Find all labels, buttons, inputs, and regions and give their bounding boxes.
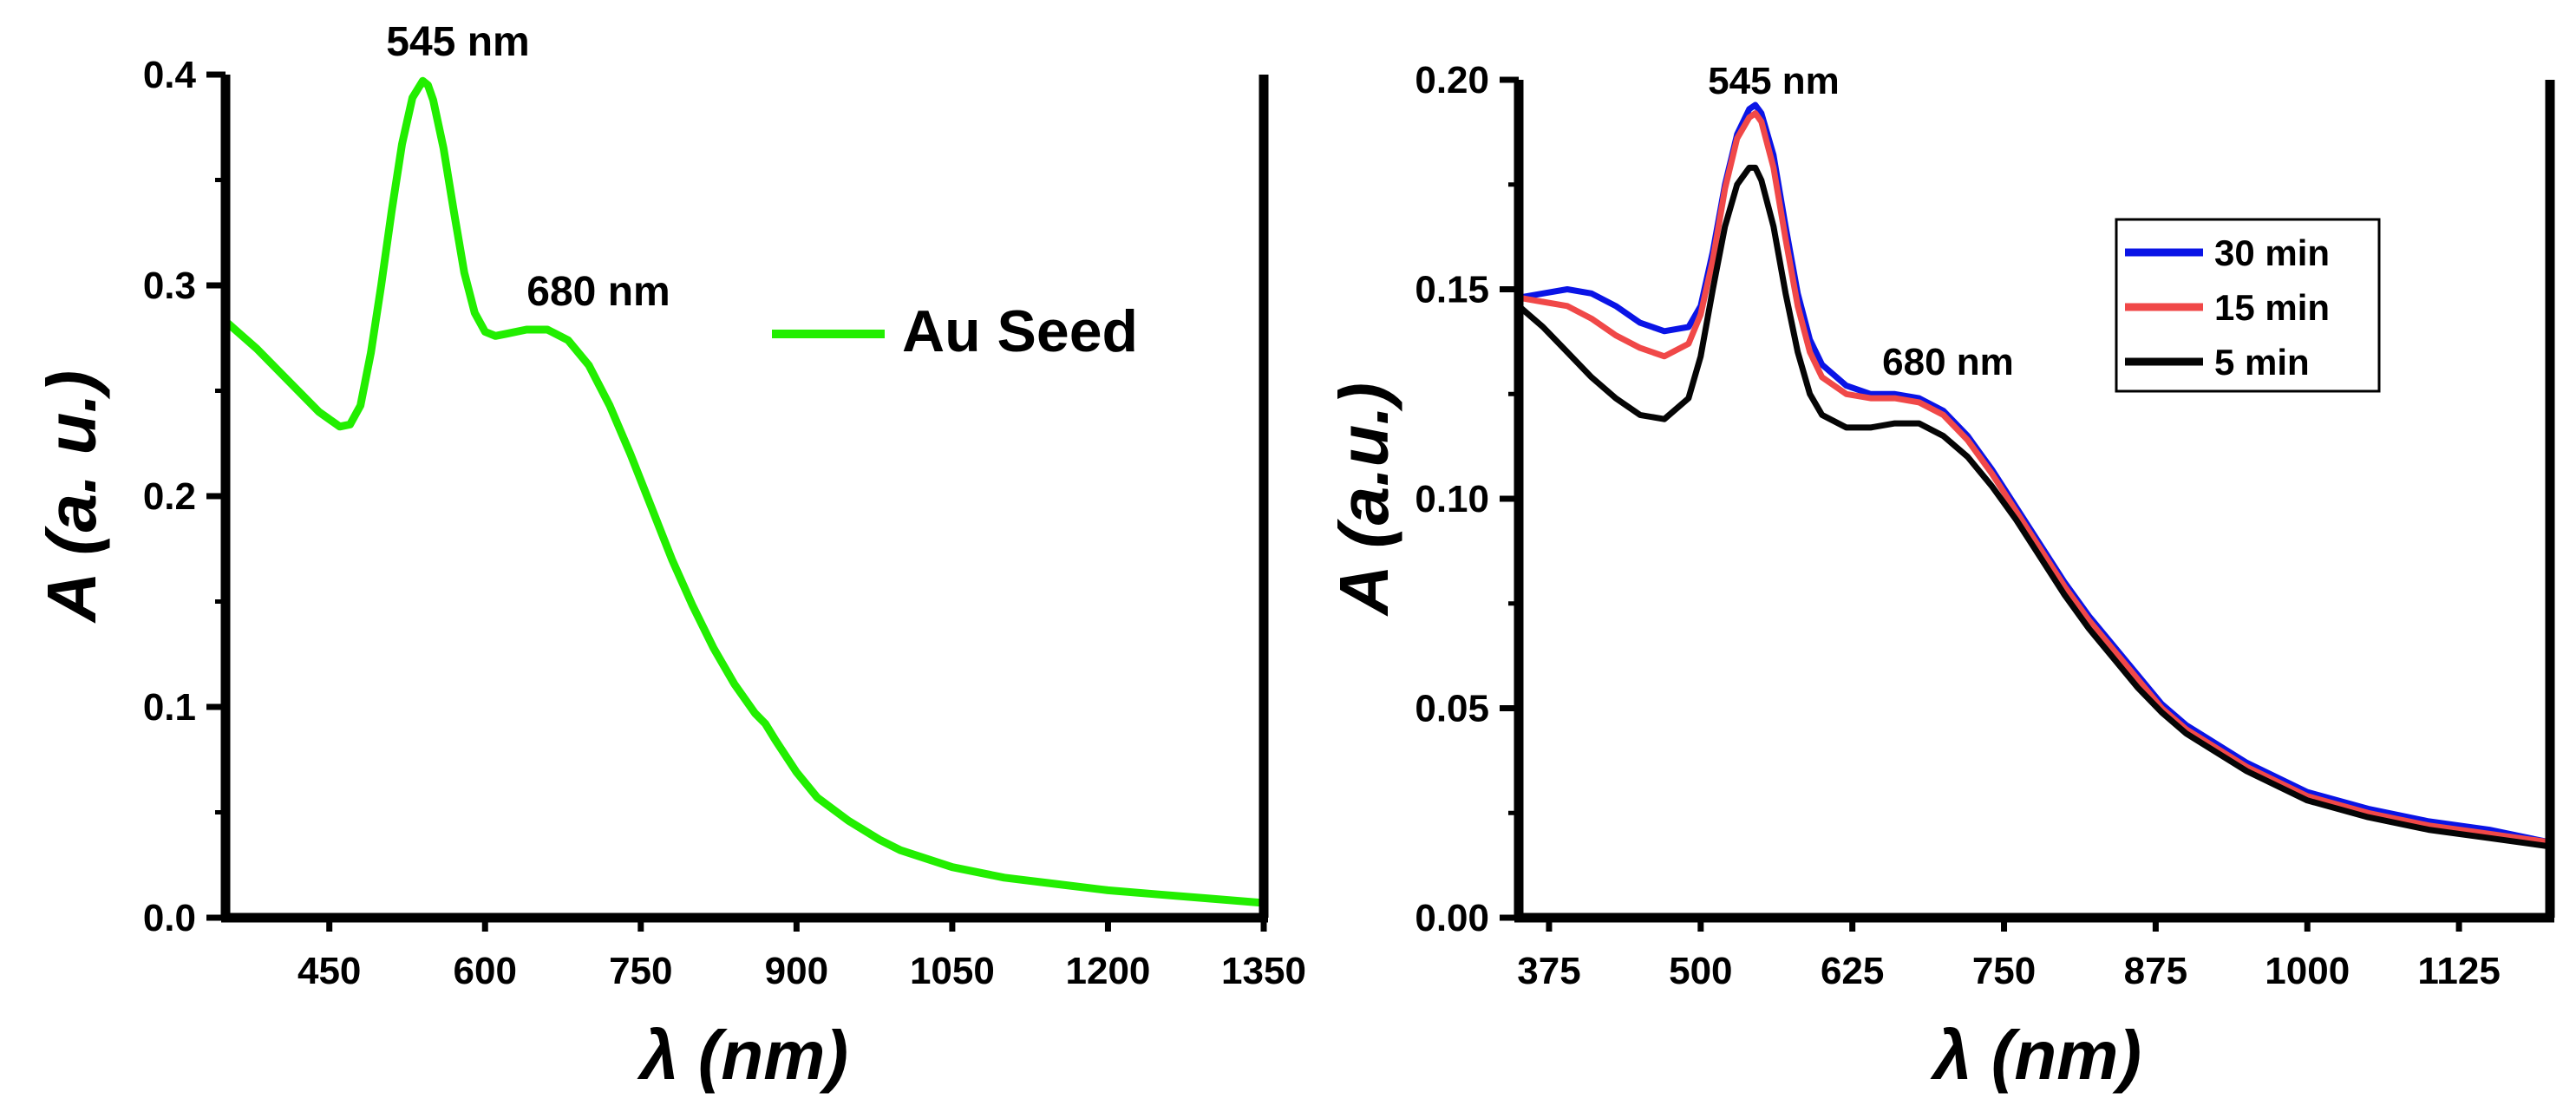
right-legend-label-15-min: 15 min: [2214, 287, 2330, 328]
right-y-axis-title: A (a.u.): [1325, 383, 1402, 617]
chart-time-series: 375 500 625 750 875 1000 1125 0.00 0.05 0.10 0.15 0…: [1325, 59, 2555, 1094]
left-y-tick-label: 0.3: [143, 265, 196, 307]
right-annotation-peak-680: 680 nm: [1882, 341, 2014, 383]
left-y-axis-title: A (a. u.): [33, 370, 110, 624]
left-series-line-au-seed: [221, 76, 1268, 907]
left-x-tick-label: 600: [454, 950, 517, 992]
right-series-line-30-min: [1515, 101, 2553, 846]
left-x-tick-label: 1350: [1221, 950, 1306, 992]
right-x-tick-label: 875: [2124, 950, 2187, 992]
chart-au-seed: 450 600 750 900 1050 1200 13500.00.10.20.30.4 …: [33, 19, 1306, 1094]
left-legend-label-au-seed: Au Seed: [902, 298, 1138, 364]
right-x-tick-label: 500: [1669, 950, 1732, 992]
left-x-axis-title: λ (nm): [637, 1017, 848, 1094]
left-y-tick-label: 0.2: [143, 475, 196, 518]
left-x-tick-label: 1200: [1066, 950, 1151, 992]
left-x-tick-label: 750: [609, 950, 672, 992]
right-x-axis-title: λ (nm): [1930, 1017, 2141, 1094]
right-ticks: 375 500 625 750 875 1000 1125 0.00 0.05 0.10 0.15 0…: [1415, 59, 2500, 992]
right-y-tick-label: 0.20: [1415, 59, 1489, 101]
left-x-tick-label: 900: [765, 950, 828, 992]
right-legend: 30 min 15 min 5 min: [2115, 218, 2381, 393]
right-x-tick-label: 1125: [2417, 950, 2500, 992]
right-series-line-5-min: [1515, 164, 2553, 850]
left-x-tick-label: 1050: [910, 950, 995, 992]
right-y-tick-label: 0.05: [1415, 688, 1489, 730]
left-annotation-peak-680: 680 nm: [526, 269, 670, 315]
left-series-group: [221, 76, 1268, 907]
right-legend-label-30-min: 30 min: [2214, 232, 2330, 273]
left-y-tick-label: 0.0: [143, 897, 196, 939]
right-x-tick-label: 375: [1517, 950, 1580, 992]
right-legend-label-5-min: 5 min: [2214, 342, 2310, 383]
left-ticks: 450 600 750 900 1050 1200 1350 0.0 0.1 0.2 0.3 0.4: [143, 54, 1306, 992]
left-y-tick-label: 0.1: [143, 686, 196, 729]
left-y-tick-label: 0.4: [143, 54, 197, 96]
left-legend: Au Seed: [772, 298, 1138, 364]
right-y-tick-label: 0.15: [1415, 269, 1489, 311]
right-x-tick-label: 1000: [2265, 950, 2350, 992]
right-y-tick-label: 0.10: [1415, 478, 1489, 520]
left-x-tick-label: 450: [297, 950, 361, 992]
left-annotation-peak-545: 545 nm: [386, 19, 529, 65]
right-series-line-15-min: [1515, 110, 2553, 846]
right-series-group: [1515, 101, 2553, 850]
right-annotation-peak-545: 545 nm: [1708, 60, 1840, 102]
right-y-tick-label: 0.00: [1415, 897, 1489, 939]
right-x-tick-label: 625: [1821, 950, 1884, 992]
right-x-tick-label: 750: [1972, 950, 2036, 992]
